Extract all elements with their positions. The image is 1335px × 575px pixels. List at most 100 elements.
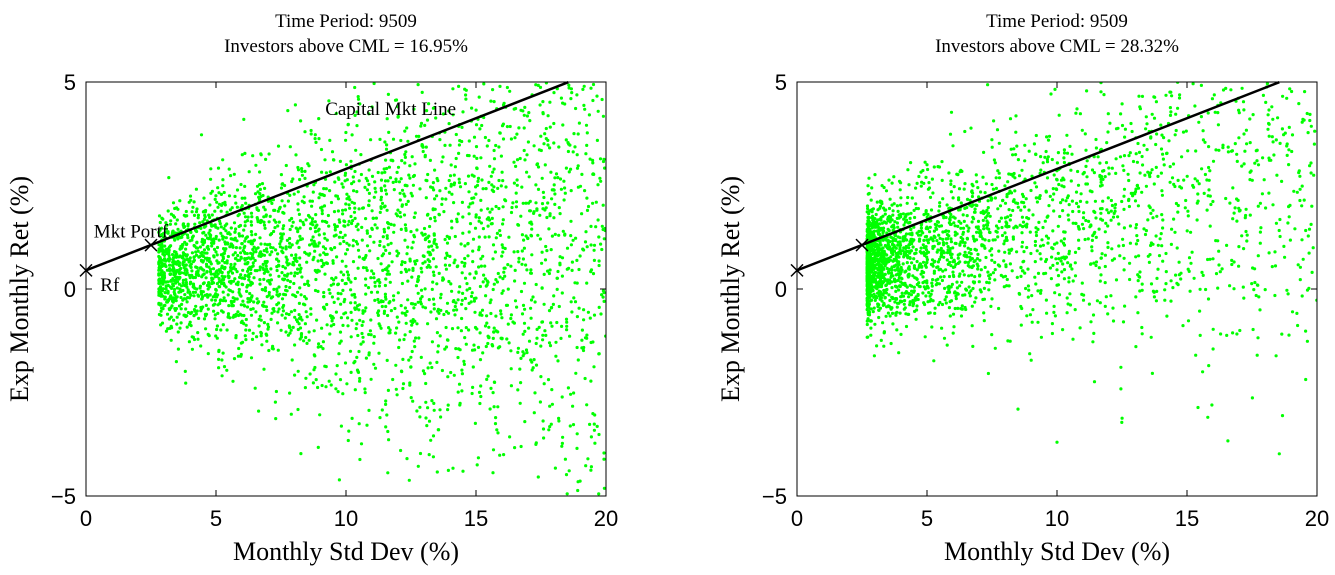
investor-point	[365, 244, 370, 248]
investor-point	[173, 293, 177, 297]
investor-point	[349, 288, 353, 292]
investor-point	[557, 416, 561, 420]
investor-point	[492, 148, 496, 153]
investor-point	[561, 229, 565, 233]
investor-point	[895, 221, 900, 225]
investor-point	[378, 243, 382, 247]
investor-point	[332, 210, 337, 214]
investor-point	[472, 296, 476, 301]
investor-point	[951, 246, 955, 250]
investor-point	[411, 399, 415, 403]
investor-point	[328, 170, 332, 174]
investor-point	[190, 347, 194, 351]
investor-point	[376, 313, 380, 317]
investor-point	[1136, 204, 1140, 208]
investor-point	[485, 314, 489, 318]
investor-point	[565, 246, 570, 250]
investor-point	[275, 303, 279, 307]
investor-point	[913, 276, 917, 280]
investor-point	[456, 298, 460, 302]
investor-point	[298, 263, 302, 267]
investor-point	[171, 258, 175, 262]
investor-point	[1272, 153, 1276, 157]
investor-point	[298, 177, 302, 182]
investor-point	[374, 190, 378, 194]
investor-point	[506, 263, 510, 267]
investor-point	[1207, 145, 1211, 149]
investor-point	[936, 277, 940, 281]
investor-point	[313, 230, 318, 234]
investor-point	[172, 261, 177, 265]
investor-point	[285, 258, 289, 262]
investor-point	[516, 346, 521, 350]
investor-point	[949, 237, 953, 241]
investor-point	[199, 226, 203, 230]
investor-point	[237, 212, 241, 216]
investor-point	[591, 201, 595, 205]
investor-point	[356, 333, 360, 338]
investor-point	[490, 188, 494, 192]
investor-point	[275, 268, 279, 273]
investor-point	[996, 263, 1001, 267]
investor-point	[990, 297, 994, 301]
investor-point	[479, 394, 483, 399]
investor-point	[543, 163, 547, 167]
investor-point	[489, 99, 493, 103]
investor-point	[368, 329, 372, 333]
investor-point	[561, 435, 565, 439]
investor-point	[1260, 192, 1264, 196]
investor-point	[550, 234, 555, 238]
market-portfolio-marker	[144, 238, 158, 252]
investor-point	[1182, 178, 1186, 182]
investor-point	[421, 149, 425, 154]
investor-point	[1150, 168, 1154, 172]
investor-point	[195, 246, 200, 250]
investor-point	[501, 205, 505, 209]
investor-point	[186, 222, 190, 226]
investor-point	[383, 204, 387, 208]
investor-point	[1216, 123, 1220, 127]
investor-point	[1254, 293, 1258, 298]
investor-point	[460, 139, 464, 144]
investor-point	[355, 322, 359, 326]
investor-point	[1208, 224, 1212, 228]
investor-point	[268, 253, 272, 257]
investor-point	[1197, 120, 1201, 124]
investor-point	[953, 241, 957, 245]
investor-point	[313, 220, 317, 224]
investor-point	[413, 319, 417, 323]
investor-point	[325, 261, 329, 266]
investor-point	[415, 409, 419, 413]
investor-point	[496, 431, 500, 435]
investor-point	[250, 242, 254, 246]
investor-point	[287, 262, 291, 266]
investor-point	[420, 270, 424, 274]
investor-point	[546, 114, 550, 118]
investor-point	[261, 266, 265, 270]
investor-point	[475, 327, 479, 331]
investor-point	[970, 324, 974, 328]
investor-point	[209, 167, 213, 171]
investor-point	[202, 209, 206, 213]
investor-point	[187, 273, 191, 277]
investor-point	[340, 259, 344, 263]
investor-point	[569, 234, 573, 238]
investor-point	[1025, 245, 1029, 250]
investor-point	[344, 264, 348, 268]
investor-point	[457, 181, 462, 185]
investor-point	[265, 247, 269, 251]
investor-point	[277, 220, 281, 224]
investor-point	[557, 145, 561, 149]
investor-point	[412, 215, 416, 219]
investor-point	[319, 345, 323, 349]
investor-point	[413, 211, 417, 215]
investor-point	[1270, 265, 1274, 269]
investor-point	[534, 441, 538, 445]
investor-point	[348, 198, 352, 202]
investor-point	[1067, 203, 1071, 207]
investor-point	[484, 294, 488, 298]
investor-point	[990, 333, 994, 337]
investor-point	[505, 303, 510, 307]
investor-point	[400, 311, 404, 315]
